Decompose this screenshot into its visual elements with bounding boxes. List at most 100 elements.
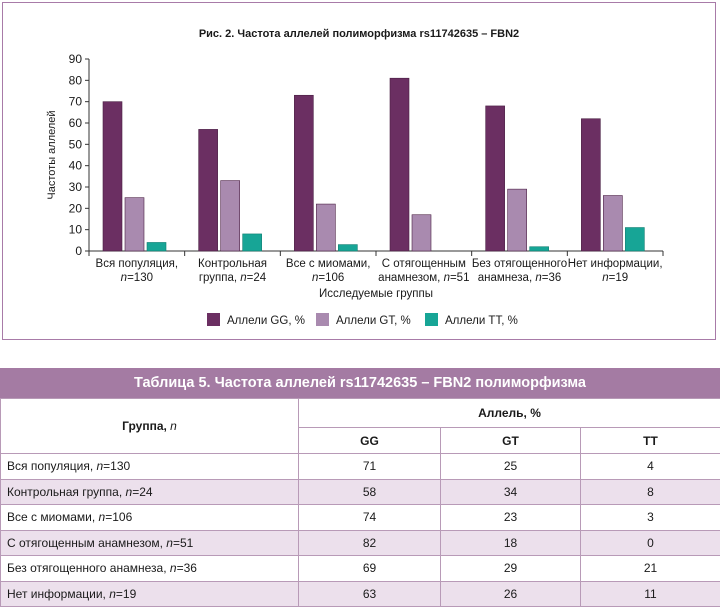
row-group-label: Нет информации, n=19 xyxy=(1,581,299,607)
x-category-label: n=106 xyxy=(312,272,344,284)
bar-gt xyxy=(221,181,240,251)
bar-tt xyxy=(530,247,549,251)
y-tick-label: 80 xyxy=(69,73,83,87)
cell-gg: 69 xyxy=(299,556,441,582)
row-label-text: Контрольная группа, xyxy=(7,485,126,499)
cell-gg: 71 xyxy=(299,454,441,480)
bar-gt xyxy=(316,204,335,251)
group-header-text: Группа, xyxy=(122,419,170,433)
x-axis-label: Исследуемые группы xyxy=(319,288,433,300)
allele-header: Аллель, % xyxy=(299,399,720,428)
table-title: Таблица 5. Частота аллелей rs11742635 – … xyxy=(0,368,720,398)
cell-tt: 0 xyxy=(581,530,720,556)
bar-tt xyxy=(625,228,644,251)
x-category-label: n=130 xyxy=(121,272,153,284)
row-label-count: =51 xyxy=(173,536,193,550)
y-tick-label: 60 xyxy=(69,116,83,130)
legend-label: Аллели GT, % xyxy=(336,315,411,327)
col-gg-header: GG xyxy=(299,428,441,454)
row-group-label: С отягощенным анамнезом, n=51 xyxy=(1,530,299,556)
legend-swatch-gg xyxy=(207,313,220,326)
legend-swatch-gt xyxy=(316,313,329,326)
allele-table-block: Таблица 5. Частота аллелей rs11742635 – … xyxy=(0,368,720,607)
cell-gt: 26 xyxy=(441,581,581,607)
x-category-label: Все с миомами, xyxy=(286,258,371,270)
legend-label: Аллели GG, % xyxy=(227,315,305,327)
row-label-n: n xyxy=(109,587,116,601)
x-category-label: n=19 xyxy=(602,272,628,284)
row-label-text: Без отягощенного анамнеза, xyxy=(7,561,170,575)
x-category-label: Нет информации, xyxy=(568,258,663,270)
cell-tt: 11 xyxy=(581,581,720,607)
cell-gt: 29 xyxy=(441,556,581,582)
y-tick-label: 70 xyxy=(69,95,83,109)
y-tick-label: 90 xyxy=(69,52,83,66)
bar-gt xyxy=(412,215,431,251)
x-category-label: Вся популяция, xyxy=(96,258,179,270)
chart-title: Рис. 2. Частота аллелей полиморфизма rs1… xyxy=(199,28,519,40)
bar-tt xyxy=(243,234,262,251)
x-category-label: анамнеза, n=36 xyxy=(478,272,562,284)
row-label-text: Вся популяция, xyxy=(7,459,96,473)
row-label-count: =19 xyxy=(116,587,136,601)
x-category-label: группа, n=24 xyxy=(199,272,267,284)
row-label-text: Все с миомами, xyxy=(7,510,99,524)
bar-chart: Рис. 2. Частота аллелей полиморфизма rs1… xyxy=(3,3,715,339)
x-category-label: Контрольная xyxy=(198,258,267,270)
cell-gt: 18 xyxy=(441,530,581,556)
cell-gg: 63 xyxy=(299,581,441,607)
legend-label: Аллели TT, % xyxy=(445,315,518,327)
row-group-label: Вся популяция, n=130 xyxy=(1,454,299,480)
y-tick-label: 50 xyxy=(69,137,83,151)
cell-tt: 8 xyxy=(581,479,720,505)
row-label-count: =24 xyxy=(132,485,152,499)
cell-tt: 4 xyxy=(581,454,720,480)
bar-gg xyxy=(294,95,313,251)
row-label-text: С отягощенным анамнезом, xyxy=(7,536,166,550)
row-label-count: =36 xyxy=(177,561,197,575)
bar-tt xyxy=(147,242,166,251)
row-group-label: Все с миомами, n=106 xyxy=(1,505,299,531)
cell-gg: 82 xyxy=(299,530,441,556)
cell-gt: 23 xyxy=(441,505,581,531)
bar-gg xyxy=(581,119,600,251)
y-tick-label: 20 xyxy=(69,201,83,215)
figure-chart: Рис. 2. Частота аллелей полиморфизма rs1… xyxy=(2,2,716,340)
group-header: Группа, n xyxy=(1,399,299,454)
group-header-n: n xyxy=(170,419,177,433)
col-tt-header: TT xyxy=(581,428,720,454)
y-axis-label: Частоты аллелей xyxy=(46,110,58,199)
row-label-count: =106 xyxy=(105,510,132,524)
y-tick-label: 30 xyxy=(69,180,83,194)
bar-gt xyxy=(603,196,622,251)
cell-gg: 58 xyxy=(299,479,441,505)
row-group-label: Контрольная группа, n=24 xyxy=(1,479,299,505)
bar-gg xyxy=(486,106,505,251)
x-category-label: Без отягощенного xyxy=(472,258,567,270)
y-tick-label: 0 xyxy=(75,244,82,258)
legend-swatch-tt xyxy=(425,313,438,326)
y-tick-label: 40 xyxy=(69,159,83,173)
row-group-label: Без отягощенного анамнеза, n=36 xyxy=(1,556,299,582)
allele-table: Группа, n Аллель, % GG GT TT Вся популяц… xyxy=(0,398,720,607)
cell-gg: 74 xyxy=(299,505,441,531)
bar-gt xyxy=(125,198,144,251)
x-category-label: С отягощенным xyxy=(382,258,466,270)
row-label-text: Нет информации, xyxy=(7,587,109,601)
bar-gg xyxy=(199,129,218,251)
y-tick-label: 10 xyxy=(69,223,83,237)
cell-gt: 34 xyxy=(441,479,581,505)
x-category-label: анамнезом, n=51 xyxy=(378,272,469,284)
row-label-n: n xyxy=(170,561,177,575)
bar-gg xyxy=(103,102,122,251)
bar-gg xyxy=(390,78,409,251)
bar-gt xyxy=(508,189,527,251)
row-label-count: =130 xyxy=(103,459,130,473)
cell-tt: 3 xyxy=(581,505,720,531)
cell-tt: 21 xyxy=(581,556,720,582)
